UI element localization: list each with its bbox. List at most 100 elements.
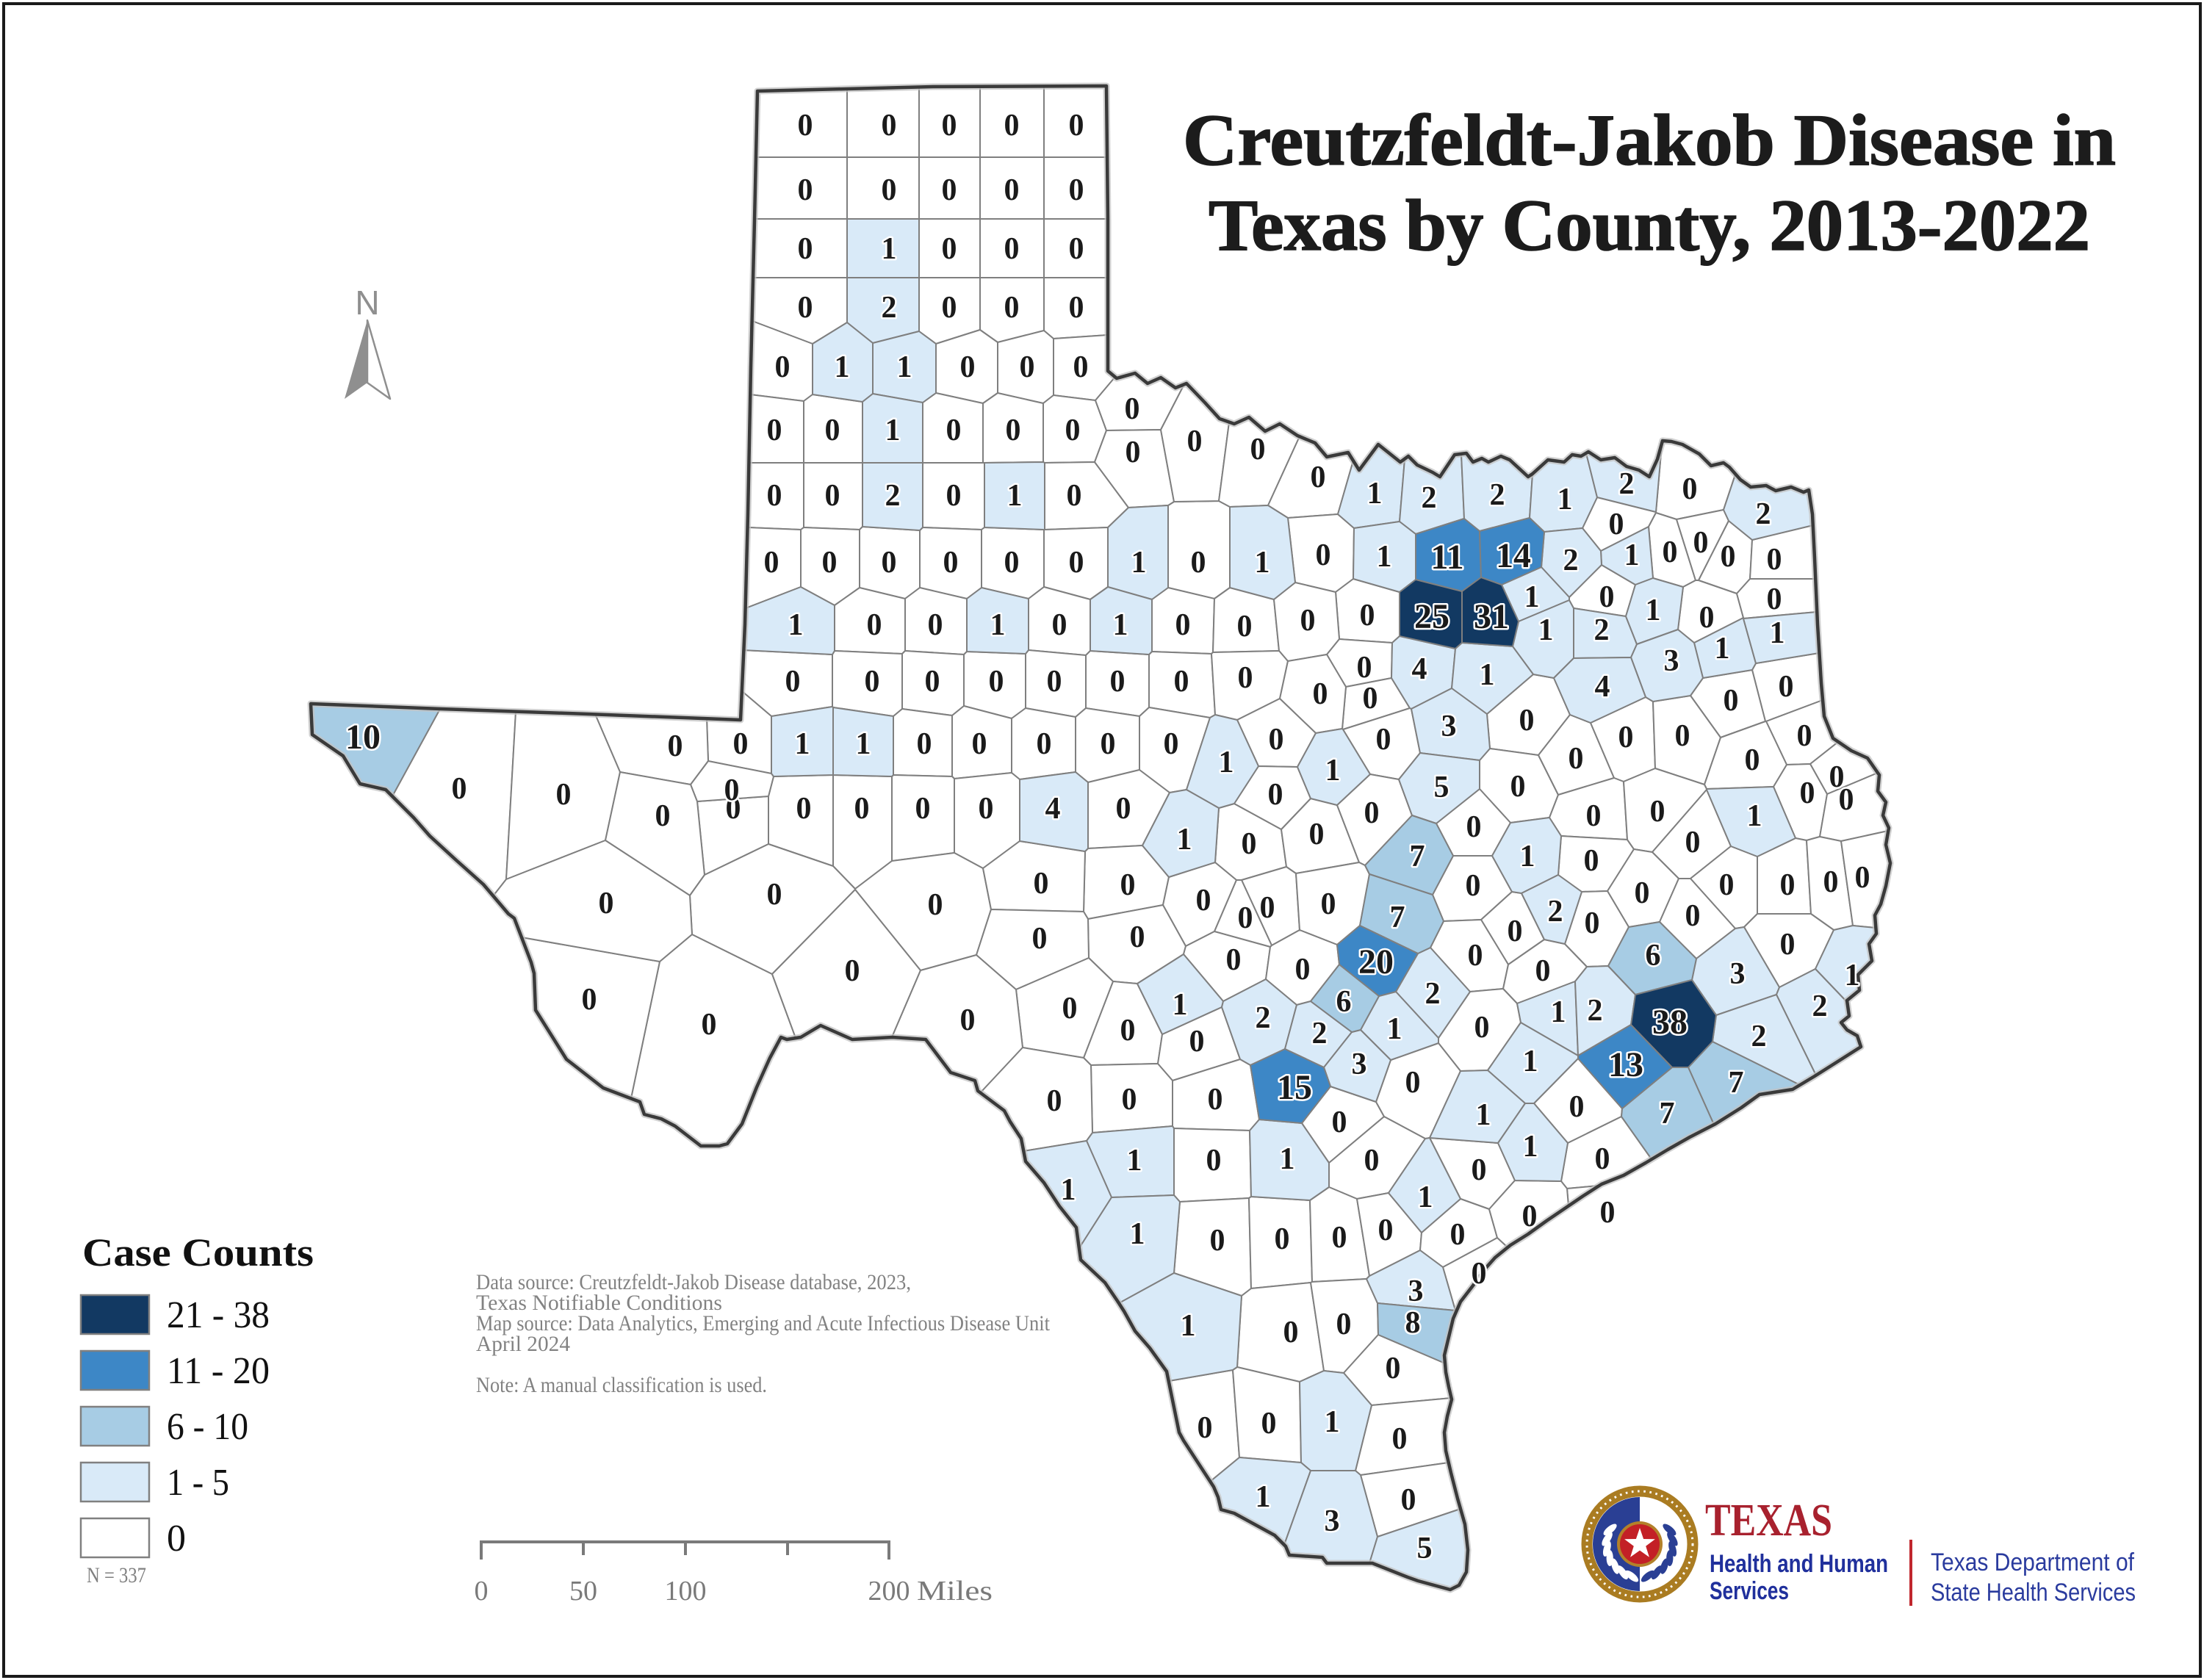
svg-text:50: 50	[569, 1576, 597, 1607]
svg-text:0: 0	[882, 109, 897, 143]
svg-text:0: 0	[1198, 1411, 1213, 1445]
svg-text:0: 0	[1685, 899, 1701, 933]
svg-text:1: 1	[1256, 1480, 1271, 1514]
svg-text:0: 0	[724, 774, 740, 807]
svg-text:13: 13	[1608, 1045, 1643, 1084]
svg-text:11 - 20: 11 - 20	[167, 1350, 270, 1392]
svg-text:1: 1	[1523, 1130, 1538, 1164]
svg-text:1: 1	[1325, 1405, 1340, 1439]
svg-text:0: 0	[1313, 677, 1328, 711]
svg-text:0: 0	[1363, 682, 1378, 715]
svg-text:100: 100	[665, 1576, 707, 1607]
svg-text:6 - 10: 6 - 10	[167, 1406, 248, 1448]
svg-text:0: 0	[1450, 1218, 1466, 1252]
svg-text:0: 0	[845, 954, 860, 988]
svg-text:0: 0	[1724, 684, 1739, 718]
svg-text:3: 3	[1408, 1275, 1424, 1308]
svg-text:0: 0	[1047, 1084, 1062, 1118]
svg-text:0: 0	[1767, 583, 1782, 616]
svg-text:0: 0	[1316, 538, 1331, 572]
svg-text:0: 0	[655, 799, 671, 833]
svg-text:0: 0	[1510, 770, 1526, 804]
svg-text:0: 0	[1535, 954, 1551, 988]
svg-text:0: 0	[1364, 796, 1380, 830]
svg-text:0: 0	[1238, 661, 1253, 695]
svg-text:0: 0	[946, 479, 962, 513]
svg-text:0: 0	[1745, 743, 1760, 777]
svg-text:April 2024: April 2024	[476, 1332, 570, 1356]
svg-text:0: 0	[1829, 760, 1845, 794]
svg-text:0: 0	[1238, 901, 1253, 935]
svg-text:0: 0	[767, 479, 782, 513]
svg-text:0: 0	[882, 546, 897, 580]
svg-text:0: 0	[1120, 868, 1136, 902]
svg-text:0: 0	[942, 109, 957, 143]
svg-text:2: 2	[1588, 994, 1603, 1028]
svg-text:0: 0	[452, 772, 467, 806]
svg-text:1: 1	[1377, 540, 1392, 574]
svg-text:N = 337: N = 337	[87, 1563, 146, 1587]
svg-text:20: 20	[1358, 942, 1394, 981]
svg-text:3: 3	[1325, 1504, 1340, 1538]
svg-text:0: 0	[822, 546, 838, 580]
svg-text:0: 0	[1360, 599, 1375, 632]
svg-text:0: 0	[1242, 827, 1257, 861]
svg-text:0: 0	[1392, 1422, 1408, 1456]
svg-text:0: 0	[854, 792, 870, 826]
svg-text:0: 0	[1283, 1316, 1299, 1349]
svg-text:1: 1	[1130, 1217, 1145, 1251]
svg-text:0: 0	[1332, 1221, 1347, 1255]
svg-text:0: 0	[1226, 943, 1242, 977]
svg-text:4: 4	[1045, 792, 1061, 826]
svg-text:0: 0	[943, 546, 959, 580]
svg-text:0: 0	[1275, 1222, 1290, 1256]
svg-text:2: 2	[1619, 467, 1635, 501]
svg-text:0: 0	[767, 414, 782, 447]
svg-text:0: 0	[1069, 546, 1084, 580]
svg-text:15: 15	[1277, 1068, 1312, 1107]
svg-text:3: 3	[1664, 644, 1679, 678]
svg-text:0: 0	[1126, 436, 1141, 469]
svg-text:0: 0	[1466, 869, 1481, 903]
svg-text:0: 0	[1321, 887, 1336, 921]
svg-text:Creutzfeldt-Jakob Disease in: Creutzfeldt-Jakob Disease in	[1183, 99, 2116, 181]
svg-text:25: 25	[1414, 597, 1449, 636]
svg-text:Data source: Creutzfeldt-Jakob: Data source: Creutzfeldt-Jakob Disease d…	[476, 1270, 911, 1294]
svg-text:0: 0	[1364, 1144, 1380, 1178]
svg-text:0: 0	[1069, 109, 1084, 143]
svg-text:1: 1	[1480, 658, 1495, 692]
svg-text:0: 0	[1006, 414, 1021, 447]
svg-text:0: 0	[1004, 546, 1020, 580]
svg-text:0: 0	[1682, 472, 1698, 506]
svg-text:0: 0	[1699, 601, 1715, 635]
svg-text:1: 1	[1523, 1045, 1538, 1078]
svg-text:Case Counts: Case Counts	[82, 1230, 314, 1275]
svg-text:0: 0	[989, 665, 1004, 699]
svg-text:0: 0	[1357, 651, 1372, 685]
svg-text:0: 0	[1693, 526, 1709, 560]
svg-text:0: 0	[942, 232, 957, 266]
svg-text:7: 7	[1390, 901, 1405, 934]
svg-text:2: 2	[1422, 481, 1437, 515]
svg-text:0: 0	[1585, 906, 1600, 940]
svg-text:0: 0	[556, 778, 572, 812]
svg-text:0: 0	[1466, 810, 1482, 844]
svg-text:0: 0	[1780, 868, 1796, 902]
svg-text:1: 1	[1113, 608, 1128, 642]
svg-text:0: 0	[798, 232, 813, 266]
svg-text:0: 0	[1300, 604, 1316, 638]
svg-text:0: 0	[1405, 1066, 1421, 1100]
svg-text:3: 3	[1441, 710, 1457, 743]
svg-text:0: 0	[915, 792, 931, 826]
svg-text:0: 0	[1472, 1257, 1487, 1291]
svg-text:5: 5	[1434, 771, 1449, 804]
svg-text:1: 1	[1387, 1012, 1402, 1046]
svg-text:0: 0	[1125, 392, 1140, 426]
svg-text:31: 31	[1474, 597, 1509, 636]
svg-text:0: 0	[1332, 1106, 1347, 1139]
svg-text:1: 1	[1646, 594, 1661, 627]
svg-text:2: 2	[1425, 977, 1441, 1011]
svg-text:0: 0	[928, 608, 943, 642]
svg-text:0: 0	[1210, 1224, 1225, 1258]
svg-text:Note: A manual classification: Note: A manual classification is used.	[476, 1373, 767, 1397]
